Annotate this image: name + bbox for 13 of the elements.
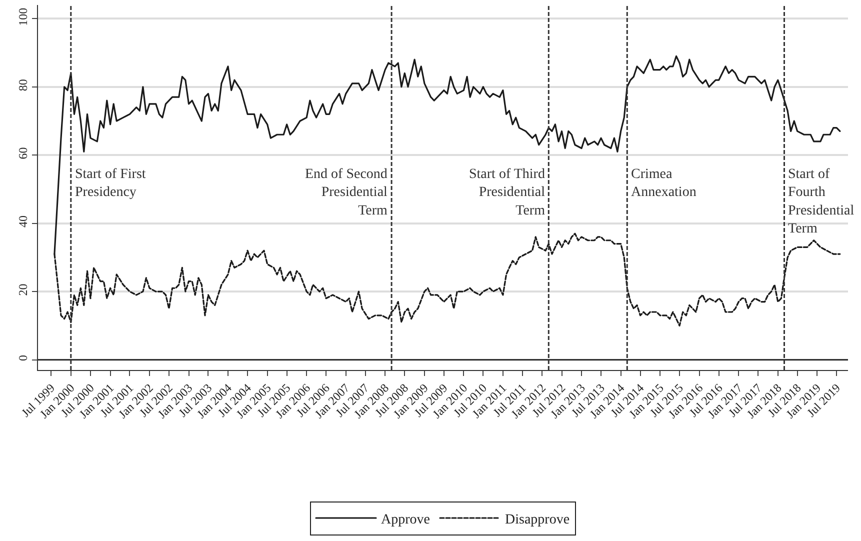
y-tick-label: 0	[16, 354, 30, 361]
ref-line-label: Start of Third Presidential Term	[469, 167, 546, 218]
y-tick-label: 20	[16, 284, 30, 296]
ref-line-label: Start of Fourth Presidential Term	[788, 167, 854, 237]
legend-label: Approve	[381, 512, 430, 528]
ref-line-label: Start of First Presidency	[75, 167, 146, 200]
y-tick-label: 100	[16, 8, 30, 26]
ref-line-label: End of Second Presidential Term	[305, 167, 388, 218]
legend-label: Disapprove	[505, 512, 570, 528]
y-tick-label: 60	[16, 147, 30, 160]
y-tick-label: 40	[16, 216, 30, 228]
ref-line-label: Crimea Annexation	[631, 167, 696, 200]
y-tick-label: 80	[16, 79, 30, 92]
